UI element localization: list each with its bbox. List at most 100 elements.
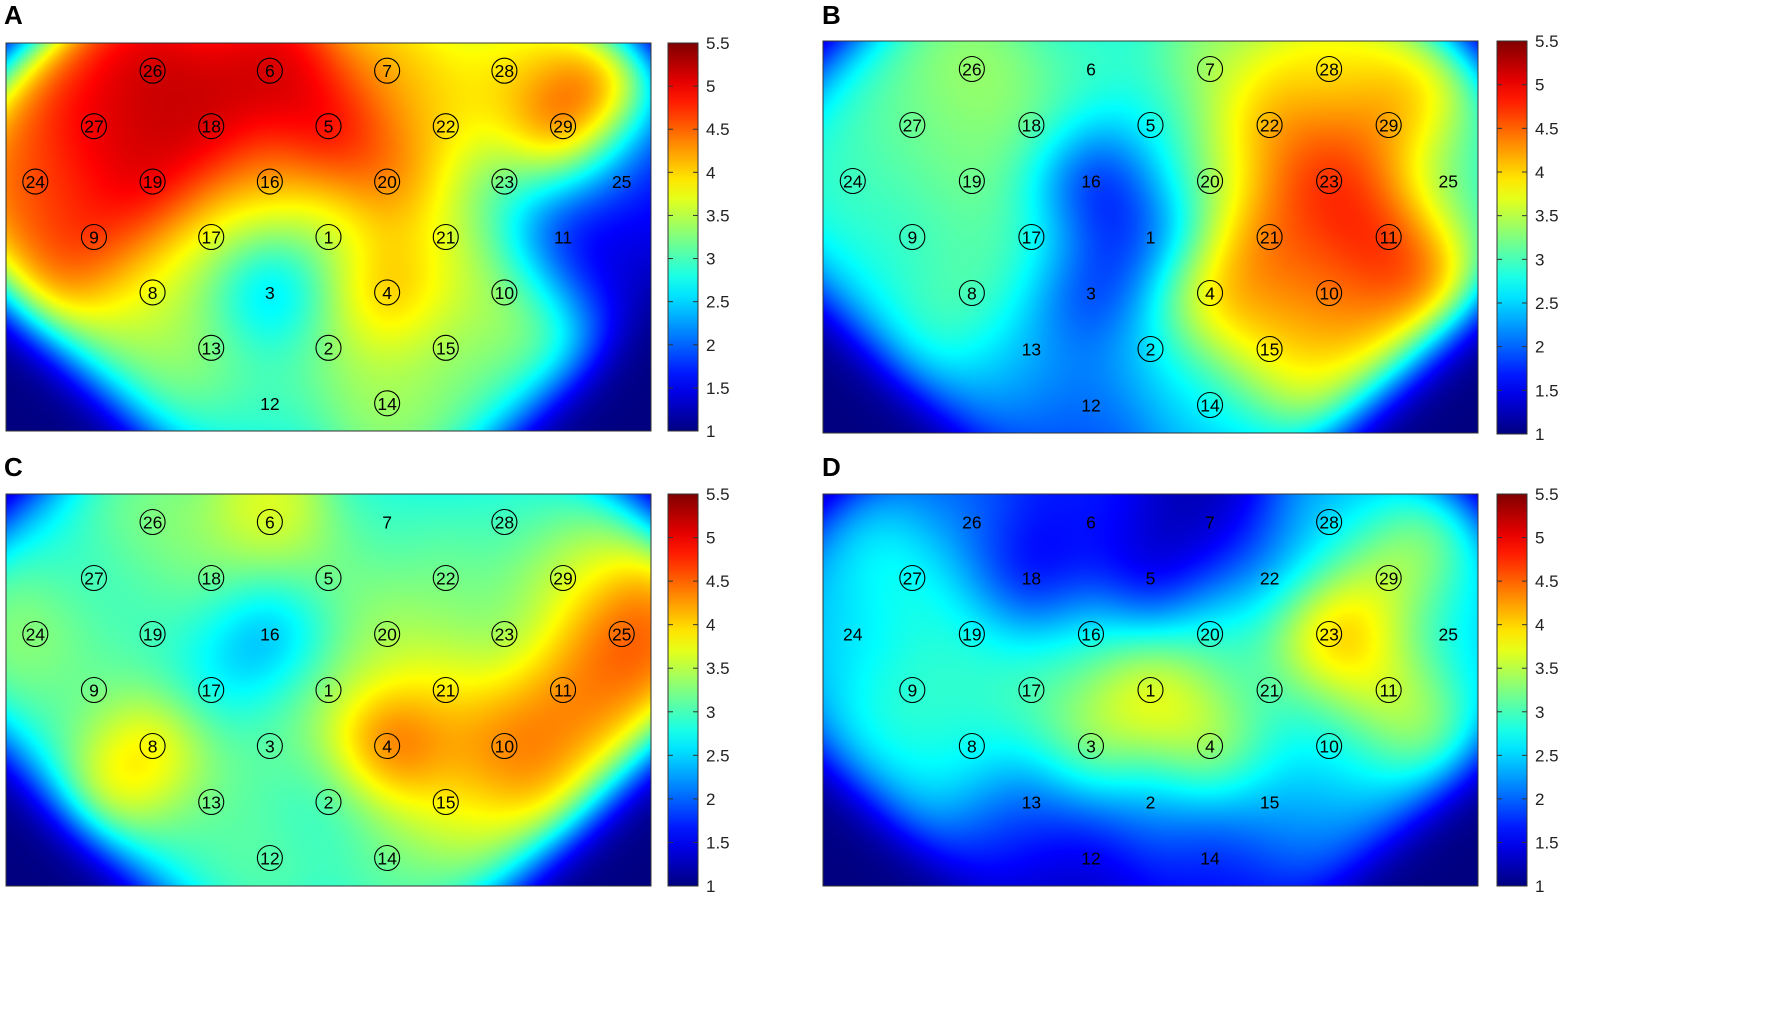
colorbar-tick-label: 1	[1535, 877, 1544, 896]
electrode-16: 16	[256, 168, 283, 195]
electrode-5: 5	[315, 113, 342, 140]
electrode-label: 1	[324, 228, 334, 248]
colorbar: 1 1.5 2 2.5 3 3.5 4 4.5 5 5.5	[1496, 32, 1559, 444]
electrode-26: 26	[958, 55, 985, 83]
heatmap-field	[823, 494, 1478, 886]
electrode-circle	[256, 844, 283, 872]
plot-frame	[822, 40, 1479, 434]
electrode-label: 23	[1319, 172, 1338, 192]
electrode-4: 4	[1196, 732, 1224, 760]
electrode-17: 17	[1018, 223, 1045, 251]
electrode-circle	[139, 279, 166, 306]
electrode-label: 4	[382, 737, 392, 757]
electrode-circle	[198, 564, 225, 592]
colorbar-tick-label: 1.5	[706, 379, 730, 398]
electrode-1: 1	[315, 223, 342, 251]
electrode-3: 3	[1077, 732, 1105, 760]
electrode-label: 3	[1086, 737, 1096, 757]
electrode-label: 6	[1086, 60, 1096, 80]
colorbar-tick-label: 5	[706, 529, 715, 548]
electrode-label: 5	[1146, 116, 1156, 136]
electrode-circle	[1077, 620, 1105, 648]
electrode-3: 3	[1086, 284, 1096, 304]
electrode-circle	[1196, 620, 1224, 648]
electrode-3: 3	[265, 283, 275, 303]
colorbar-tick-label: 2	[1535, 790, 1544, 809]
electrode-14: 14	[374, 390, 401, 417]
electrode-9: 9	[899, 676, 926, 704]
electrode-29: 29	[549, 113, 577, 140]
electrode-8: 8	[139, 279, 166, 306]
electrode-label: 13	[201, 338, 220, 358]
colorbar-tick-label: 2.5	[1535, 746, 1559, 765]
electrode-19: 19	[958, 167, 985, 195]
electrode-label: 24	[843, 625, 863, 645]
electrode-25: 25	[1438, 172, 1457, 192]
electrode-label: 28	[495, 513, 514, 533]
colorbar-tick-label: 5.5	[1535, 485, 1559, 504]
electrode-label: 7	[382, 61, 392, 81]
electrode-label: 14	[377, 849, 397, 869]
electrode-circle	[958, 279, 985, 307]
electrode-label: 16	[260, 172, 279, 192]
electrode-10: 10	[1316, 279, 1343, 307]
colorbar-tick-label: 3.5	[706, 659, 730, 678]
electrode-label: 14	[377, 394, 397, 414]
electrode-circle	[1316, 732, 1343, 760]
colorbar-tick-label: 2.5	[1535, 294, 1559, 313]
electrode-2: 2	[1146, 793, 1156, 813]
electrode-22: 22	[1260, 569, 1279, 589]
electrode-2: 2	[1137, 335, 1164, 363]
electrode-22: 22	[1256, 111, 1283, 139]
electrode-circle	[1196, 391, 1224, 419]
electrode-label: 10	[495, 283, 515, 303]
colorbar-tick-label: 1	[706, 877, 715, 896]
electrode-label: 19	[143, 172, 162, 192]
electrode-circle	[1196, 732, 1224, 760]
electrode-29: 29	[1375, 564, 1402, 592]
electrode-label: 2	[1146, 793, 1156, 813]
electrode-circle	[1137, 676, 1164, 704]
colorbar-tick-label: 4.5	[1535, 572, 1559, 591]
colorbar-tick-label: 5	[1535, 529, 1544, 548]
electrode-label: 11	[554, 681, 572, 701]
electrode-19: 19	[139, 620, 166, 648]
electrode-circle	[899, 564, 926, 592]
electrode-label: 27	[903, 569, 922, 589]
colorbar-tick-label: 4.5	[1535, 119, 1559, 138]
electrode-label: 21	[1260, 228, 1279, 248]
electrode-4: 4	[374, 732, 401, 760]
electrode-27: 27	[80, 564, 108, 592]
colorbar-gradient	[1496, 493, 1528, 887]
electrode-circle	[139, 620, 166, 648]
panel-label: A	[4, 0, 23, 30]
electrode-label: 8	[148, 737, 158, 757]
electrode-label: 13	[1022, 340, 1041, 360]
electrode-circle	[1256, 676, 1283, 704]
electrode-label: 13	[1022, 793, 1041, 813]
electrode-13: 13	[1022, 793, 1041, 813]
electrode-19: 19	[139, 168, 166, 195]
panel-label: C	[4, 452, 23, 482]
colorbar-tick-label: 5	[706, 77, 715, 96]
electrode-circle	[139, 168, 166, 195]
electrode-24: 24	[22, 620, 49, 648]
electrode-label: 27	[84, 117, 103, 137]
electrode-circle	[1316, 620, 1343, 648]
electrode-circle	[432, 788, 459, 816]
electrode-10: 10	[1316, 732, 1343, 760]
electrode-circle	[315, 564, 342, 592]
electrode-label: 18	[1022, 569, 1041, 589]
electrode-circle	[1018, 223, 1045, 251]
electrode-label: 25	[612, 625, 631, 645]
electrode-circle	[80, 113, 108, 140]
colorbar-tick-label: 3.5	[1535, 659, 1559, 678]
electrode-circle	[432, 334, 459, 361]
electrode-label: 6	[1086, 513, 1096, 533]
colorbar-tick-label: 4	[706, 163, 715, 182]
electrode-4: 4	[1196, 279, 1224, 307]
electrode-label: 23	[495, 625, 514, 645]
electrode-label: 10	[495, 737, 515, 757]
